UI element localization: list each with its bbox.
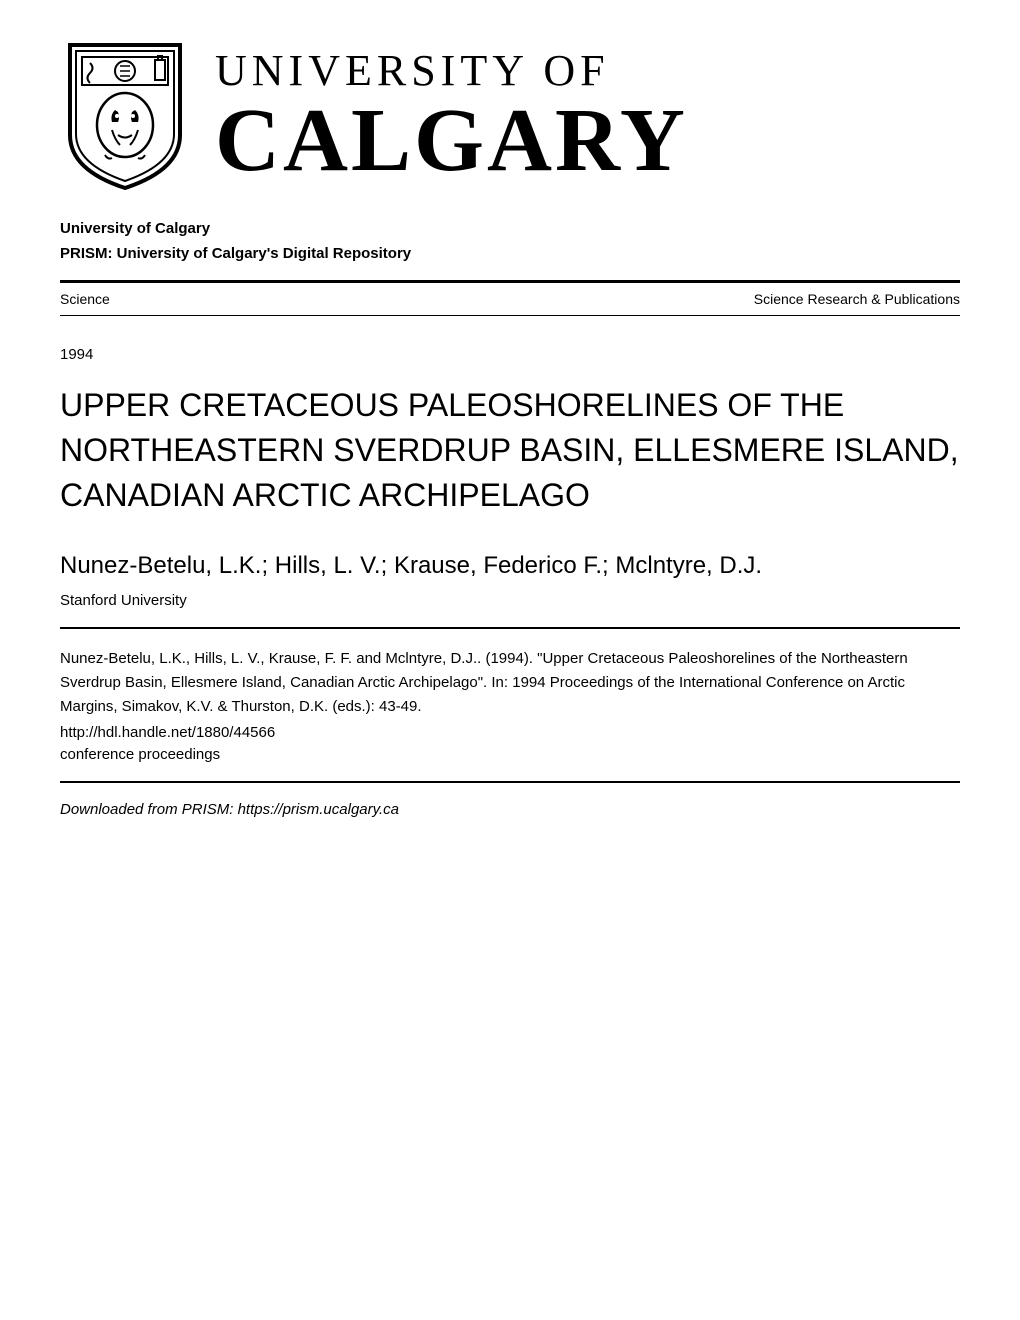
publication-year: 1994 [60,346,960,363]
university-of-text: UNIVERSITY OF [215,45,610,96]
divider-top-thick [60,280,960,283]
divider-top-thin [60,315,960,316]
header-logo-block: UNIVERSITY OF CALGARY [60,40,960,190]
university-name-block: UNIVERSITY OF CALGARY [215,45,688,186]
document-title: UPPER CRETACEOUS PALEOSHORELINES OF THE … [60,383,960,517]
download-note: Downloaded from PRISM: https://prism.uca… [60,801,960,818]
calgary-text: CALGARY [215,96,688,186]
institution-info-block: University of Calgary PRISM: University … [60,220,960,262]
authors-list: Nunez-Betelu, L.K.; Hills, L. V.; Krause… [60,552,960,580]
citation-text: Nunez-Betelu, L.K., Hills, L. V., Krause… [60,647,960,719]
divider-mid-1 [60,627,960,629]
repository-name: PRISM: University of Calgary's Digital R… [60,245,960,262]
category-left: Science [60,291,110,307]
category-right: Science Research & Publications [754,291,960,307]
divider-mid-2 [60,781,960,783]
university-shield-logo [60,40,190,190]
document-type: conference proceedings [60,746,960,763]
meta-row: Science Science Research & Publications [60,291,960,307]
handle-url: http://hdl.handle.net/1880/44566 [60,724,960,741]
publisher-name: Stanford University [60,592,960,609]
institution-name: University of Calgary [60,220,960,237]
